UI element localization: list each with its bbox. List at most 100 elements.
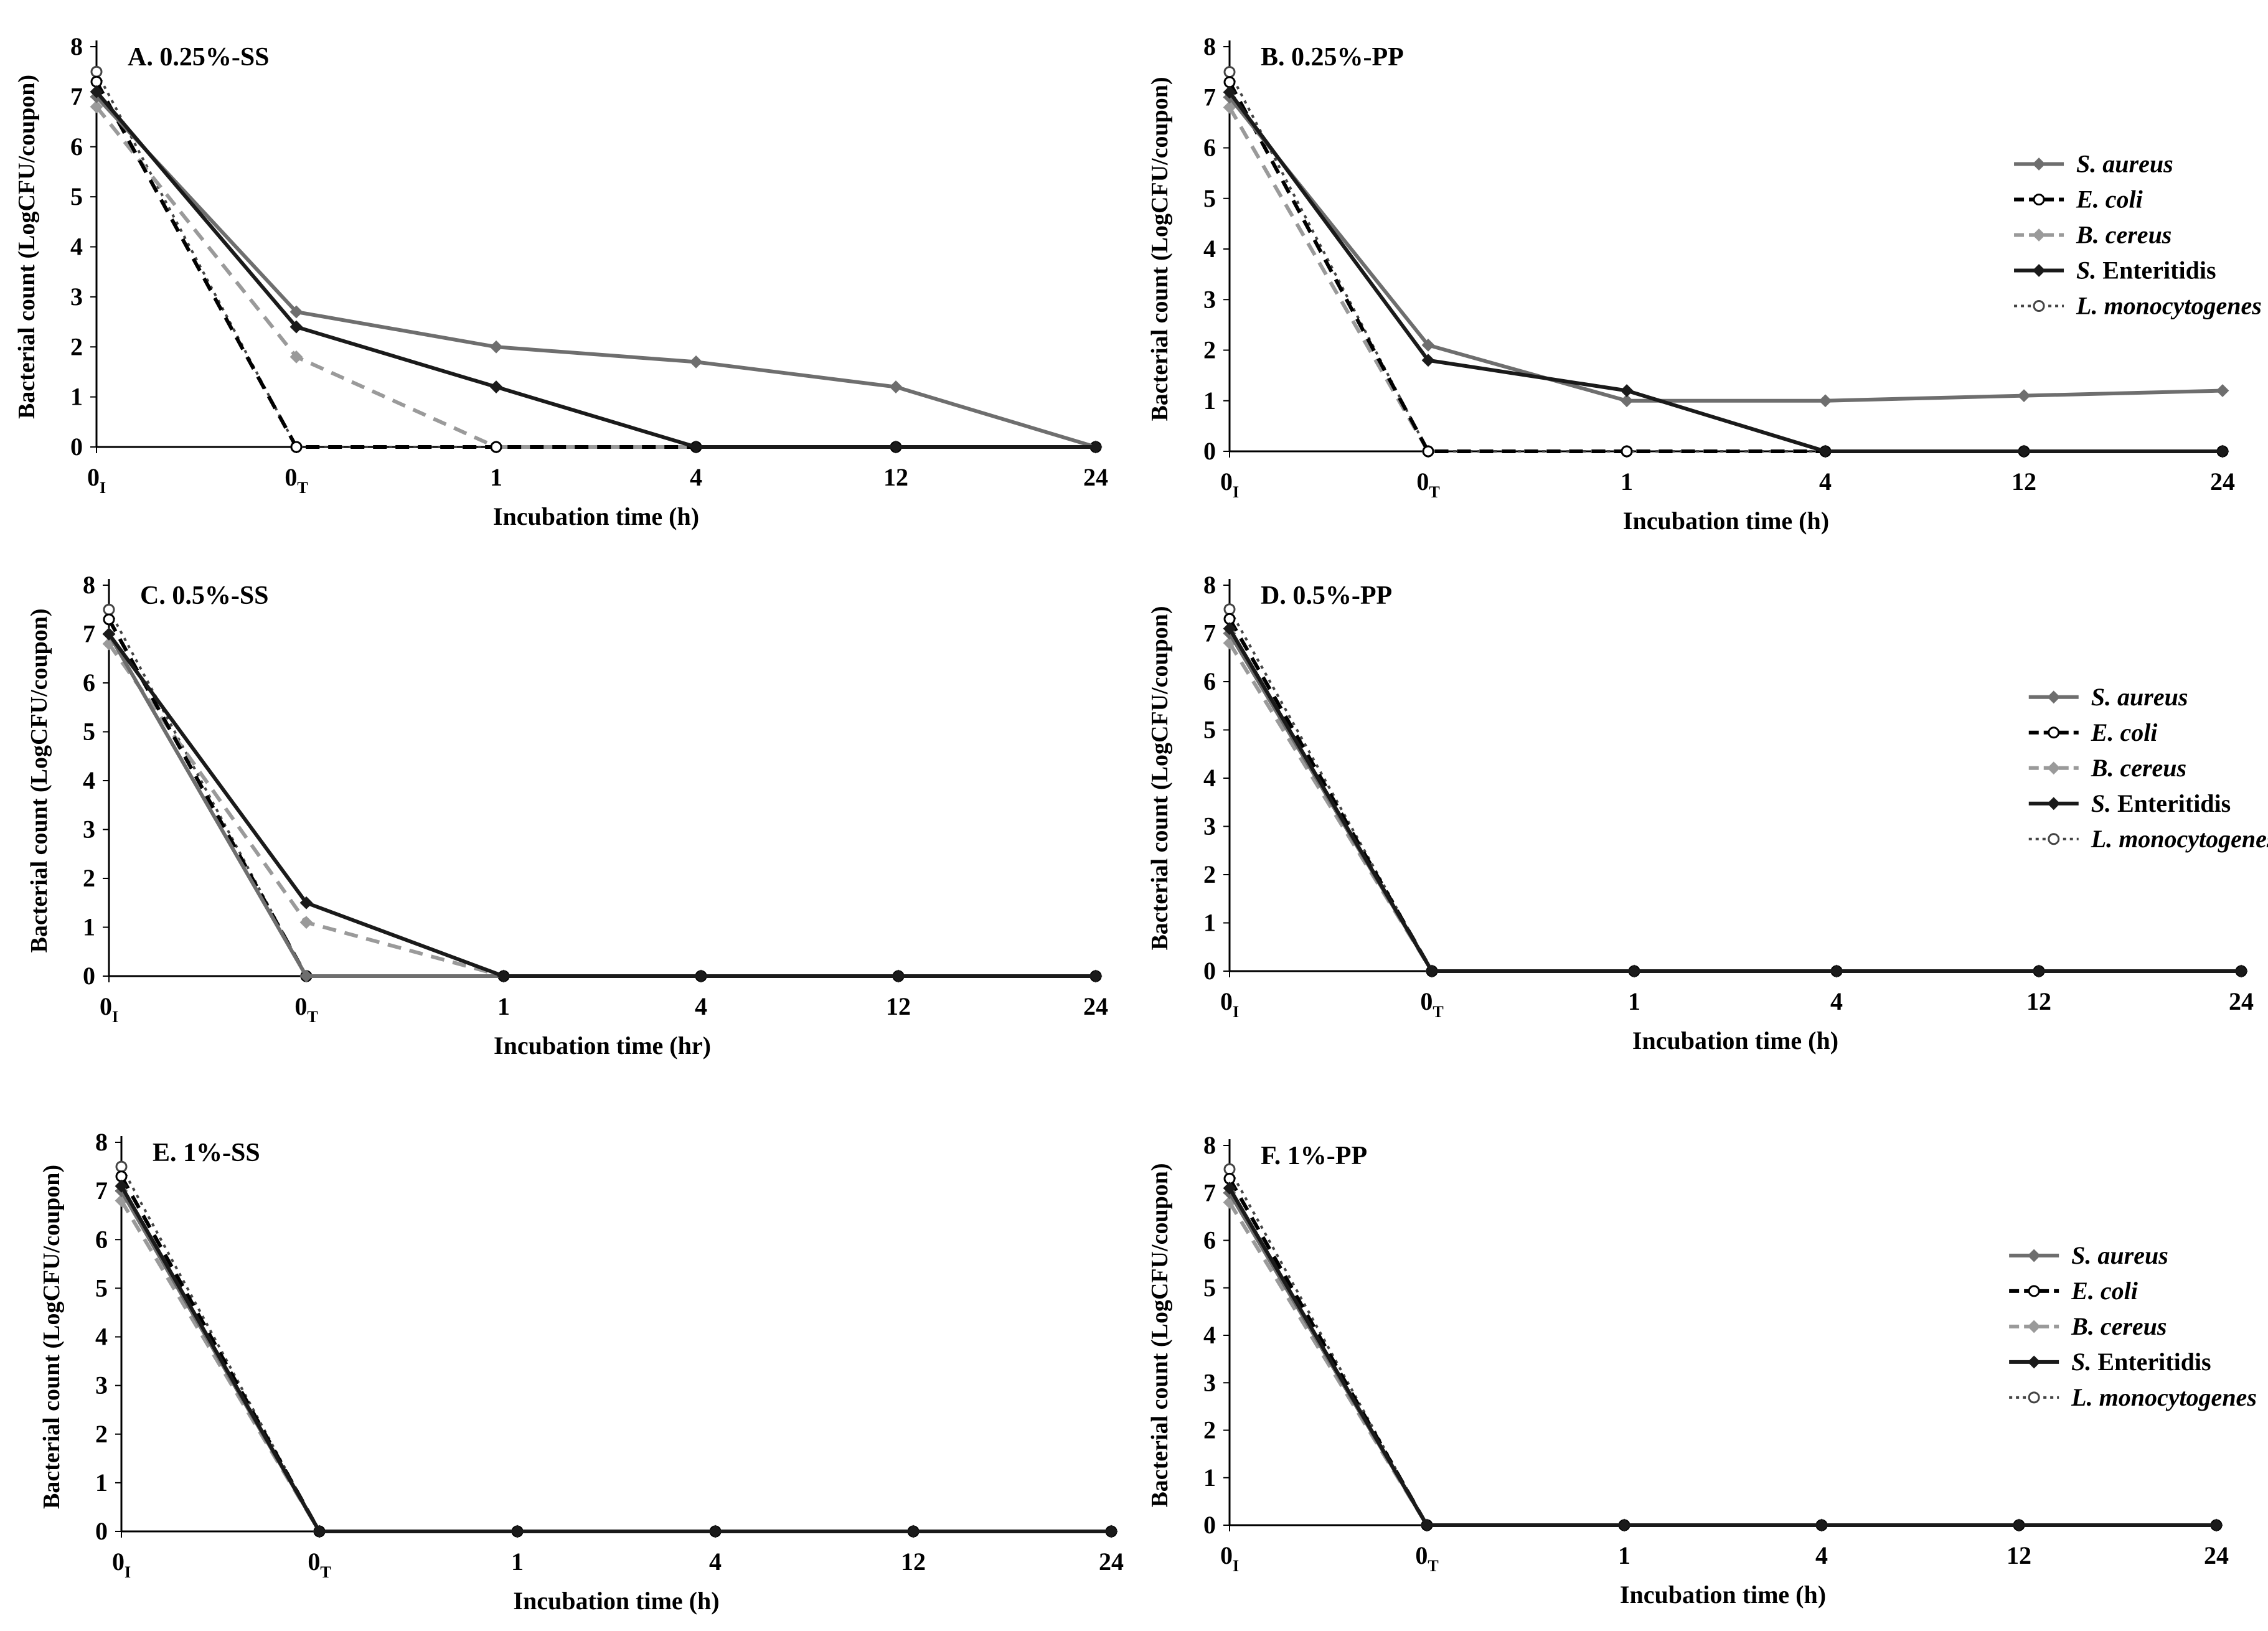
y-tick-label: 6	[70, 133, 83, 161]
y-tick-label: 1	[1203, 387, 1216, 415]
series-line-e-coli	[120, 1175, 1111, 1533]
y-tick-label: 1	[83, 913, 95, 941]
series-line-s-enteritidis	[120, 1185, 1111, 1533]
data-point-s-aureus	[1421, 338, 1435, 352]
data-point-s-aureus	[889, 380, 903, 393]
series-e-coli	[115, 1170, 1118, 1538]
y-tick-label: 2	[1203, 1416, 1216, 1444]
data-point-s-enteritidis	[1617, 1518, 1631, 1532]
y-tick-label: 1	[1203, 1464, 1216, 1492]
data-point-s-enteritidis	[102, 627, 116, 641]
y-tick-label: 0	[1203, 437, 1216, 465]
legend-marker	[2047, 690, 2061, 704]
series-line-e-coli	[1228, 1177, 2216, 1527]
x-tick-label: 1	[490, 463, 502, 491]
series-s-aureus	[90, 90, 1103, 454]
x-tick-label: 4	[709, 1548, 722, 1576]
legend-marker	[2048, 833, 2060, 845]
y-tick-label: 0	[70, 433, 83, 461]
y-tick-label: 0	[1203, 957, 1216, 985]
legend-label: S. aureus	[2071, 1241, 2168, 1269]
y-tick-label: 6	[1203, 134, 1216, 162]
x-tick-label: 24	[2229, 987, 2254, 1015]
data-point-s-enteritidis	[2209, 1518, 2223, 1532]
y-tick-label: 5	[1203, 716, 1216, 744]
x-tick-label: 0T	[1415, 1541, 1438, 1575]
data-point-e-coli	[490, 441, 502, 453]
x-tick-label: 24	[2210, 468, 2235, 496]
series-s-enteritidis	[90, 85, 1103, 454]
data-point-s-aureus	[689, 355, 703, 369]
y-tick-label: 5	[83, 718, 95, 746]
y-tick-label: 3	[1203, 285, 1216, 313]
y-tick-label: 7	[1203, 1178, 1216, 1206]
y-tick-label: 4	[70, 233, 83, 261]
y-axis-label: Bacterial count (LogCFU/coupon)	[1147, 606, 1173, 950]
series-s-aureus	[102, 627, 1103, 983]
x-axis-label: Incubation time (h)	[513, 1587, 719, 1615]
x-tick-label: 12	[2007, 1541, 2031, 1569]
data-point-s-enteritidis	[906, 1525, 920, 1538]
data-point-s-enteritidis	[511, 1525, 524, 1538]
legend-marker	[2033, 194, 2045, 205]
y-tick-label: 2	[95, 1420, 108, 1448]
data-point-s-enteritidis	[1819, 444, 1832, 458]
data-point-s-aureus	[299, 969, 313, 983]
y-tick-label: 1	[95, 1469, 108, 1497]
y-tick-label: 8	[95, 1128, 108, 1156]
y-tick-label: 4	[1203, 235, 1216, 263]
legend-marker	[2028, 1285, 2040, 1297]
series-line-s-aureus	[120, 1190, 1111, 1533]
data-point-s-enteritidis	[2216, 444, 2229, 458]
y-tick-label: 2	[83, 864, 95, 892]
series-line-s-aureus	[1228, 96, 2223, 403]
chart-title: F. 1%-PP	[1261, 1142, 1367, 1170]
legend-label: E. coli	[2091, 718, 2158, 746]
y-tick-label: 3	[95, 1371, 108, 1399]
legend: S. aureus E. coli B. cereus S. Enteritidis L…	[2009, 1241, 2257, 1411]
data-point-s-enteritidis	[2234, 964, 2248, 978]
x-axis-label: Incubation time (hr)	[494, 1032, 711, 1060]
x-tick-label: 0T	[294, 992, 318, 1026]
series-s-enteritidis	[115, 1179, 1118, 1538]
series-line-e-coli	[1228, 618, 2241, 973]
y-axis-label: Bacterial count (LogCFU/coupon)	[1147, 77, 1173, 421]
legend-item-l-monocytogenes: L. monocytogenes	[2028, 825, 2268, 853]
y-tick-label: 3	[1203, 1368, 1216, 1396]
data-point-s-enteritidis	[115, 1179, 128, 1193]
legend-marker	[2048, 726, 2060, 739]
series-line-l-monocytogenes	[1228, 608, 2241, 972]
series-line-b-cereus	[107, 642, 1096, 978]
data-point-e-coli	[90, 75, 103, 88]
data-point-s-enteritidis	[689, 440, 703, 454]
legend-item-e-coli: E. coli	[2009, 1277, 2138, 1305]
series-line-b-cereus	[1228, 106, 2223, 453]
y-tick-label: 1	[70, 383, 83, 411]
legend-marker	[2027, 1320, 2041, 1333]
legend-label: S. Enteritidis	[2076, 256, 2216, 284]
x-tick-label: 0T	[308, 1548, 331, 1581]
data-point-s-enteritidis	[892, 969, 905, 983]
y-tick-label: 0	[95, 1517, 108, 1545]
data-point-s-enteritidis	[708, 1525, 722, 1538]
x-tick-label: 0I	[1220, 468, 1239, 501]
legend-item-s-enteritidis: S. Enteritidis	[2014, 256, 2216, 284]
series-line-b-cereus	[95, 105, 1096, 449]
series-l-monocytogenes	[115, 1160, 1118, 1538]
legend-marker	[2047, 797, 2061, 811]
x-tick-label: 12	[2012, 468, 2036, 496]
legend-item-s-enteritidis: S. Enteritidis	[2028, 789, 2231, 817]
series-s-aureus	[1223, 90, 2229, 408]
legend-marker	[2032, 264, 2046, 277]
chart-title: A. 0.25%-SS	[128, 43, 270, 72]
y-tick-label: 7	[70, 82, 83, 110]
y-tick-label: 2	[1203, 860, 1216, 888]
data-point-s-enteritidis	[2017, 444, 2031, 458]
x-tick-label: 0T	[1416, 468, 1439, 501]
y-tick-label: 2	[1203, 336, 1216, 364]
series-b-cereus	[115, 1194, 1118, 1538]
